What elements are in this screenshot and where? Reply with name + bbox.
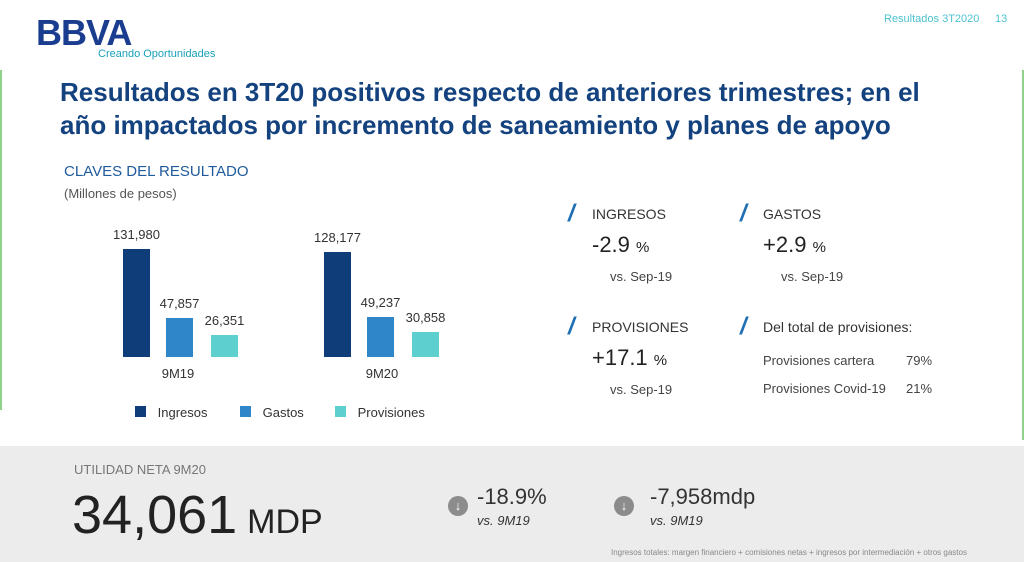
net-income-number: 34,061 [72, 485, 238, 545]
bar-value-label: 131,980 [113, 227, 160, 242]
slide-title: Resultados en 3T20 positivos respecto de… [60, 77, 920, 140]
net-income-change-pct-vs: vs. 9M19 [477, 513, 530, 528]
kpi-gastos-value: +2.9 % [763, 232, 826, 258]
legend-swatch-gastos [240, 406, 251, 417]
legend-provisiones: Provisiones [335, 405, 425, 420]
legend-label-gastos: Gastos [262, 405, 304, 420]
legend-swatch-provisiones [335, 406, 346, 417]
net-income-change-abs-vs: vs. 9M19 [650, 513, 703, 528]
bar-gastos-9m20 [367, 316, 394, 357]
section-label: Resultados 3T2020 [884, 13, 980, 25]
chart-section-subtitle: (Millones de pesos) [64, 186, 177, 201]
bar-gastos-9m19 [166, 317, 193, 357]
arrow-down-circle-icon: ↓ [448, 496, 468, 516]
kpi-ingresos-value: -2.9 % [592, 232, 649, 258]
bar-value-label: 26,351 [204, 313, 245, 329]
kpi-provisiones-number: +17.1 [592, 345, 648, 370]
kpi-gastos-unit: % [812, 239, 826, 256]
arrow-down-circle-icon: ↓ [614, 496, 634, 516]
net-income-value: 34,061 MDP [72, 484, 323, 553]
category-label: 9M19 [161, 366, 195, 381]
bar-value-label: 49,237 [360, 294, 401, 310]
net-income-change-pct: -18.9% [477, 484, 547, 509]
page-number: 13 [995, 13, 1008, 25]
kpi-slash-icon: / [568, 313, 575, 340]
legend-label-provisiones: Provisiones [357, 405, 425, 420]
kpi-gastos-vs: vs. Sep-19 [781, 269, 844, 284]
kpi-ingresos-vs: vs. Sep-19 [610, 269, 673, 284]
kpi-ingresos-unit: % [636, 239, 650, 256]
provisions-breakdown-title: Del total de provisiones: [763, 319, 913, 335]
bar-value-label: 128,177 [314, 230, 361, 246]
legend-gastos: Gastos [240, 405, 304, 420]
bbva-logo: BBVA [36, 12, 132, 53]
provisions-row-value: 79% [906, 353, 933, 368]
chart-section-title: CLAVES DEL RESULTADO [64, 163, 249, 180]
kpi-provisiones-vs: vs. Sep-19 [610, 382, 673, 397]
provisions-row-label: Provisiones cartera [763, 353, 875, 368]
legend-swatch-ingresos [135, 406, 146, 417]
provisions-row-value: 21% [906, 381, 933, 396]
kpi-gastos-title: GASTOS [763, 206, 822, 222]
bar-provisiones-9m19 [211, 335, 238, 357]
legend-ingresos: Ingresos [135, 405, 208, 420]
kpi-provisiones-title: PROVISIONES [592, 319, 689, 335]
kpi-ingresos-title: INGRESOS [592, 206, 666, 222]
footnote: Ingresos totales: margen financiero + co… [611, 548, 967, 557]
bar-ingresos-9m19 [123, 249, 150, 357]
net-income-unit: MDP [247, 503, 323, 541]
category-label: 9M20 [365, 366, 399, 381]
logo-tagline: Creando Oportunidades [98, 48, 216, 60]
legend-label-ingresos: Ingresos [157, 405, 208, 420]
kpi-provisiones-unit: % [653, 352, 668, 369]
kpi-slash-icon: / [740, 200, 747, 227]
bar-provisiones-9m20 [412, 331, 439, 357]
kpi-provisiones-value: +17.1 % [592, 345, 667, 371]
left-accent-line [0, 70, 2, 410]
net-income-panel: UTILIDAD NETA 9M20 34,061 MDP ↓ -18.9% vs… [0, 446, 1024, 562]
kpi-ingresos-number: -2.9 [592, 232, 630, 257]
kpi-gastos-number: +2.9 [763, 232, 807, 257]
net-income-change-abs: -7,958mdp [650, 484, 756, 509]
bar-chart: 131,980 47,857 26,351 9M19 128,177 49,237 30,8… [113, 227, 446, 381]
provisions-row-label: Provisiones Covid-19 [763, 381, 886, 396]
bar-ingresos-9m20 [324, 252, 351, 357]
right-accent-line [1022, 70, 1024, 440]
bar-value-label: 30,858 [405, 309, 446, 325]
kpi-slash-icon: / [740, 313, 747, 340]
net-income-label: UTILIDAD NETA 9M20 [74, 462, 206, 477]
kpi-slash-icon: / [568, 200, 575, 227]
bar-value-label: 47,857 [159, 295, 200, 311]
